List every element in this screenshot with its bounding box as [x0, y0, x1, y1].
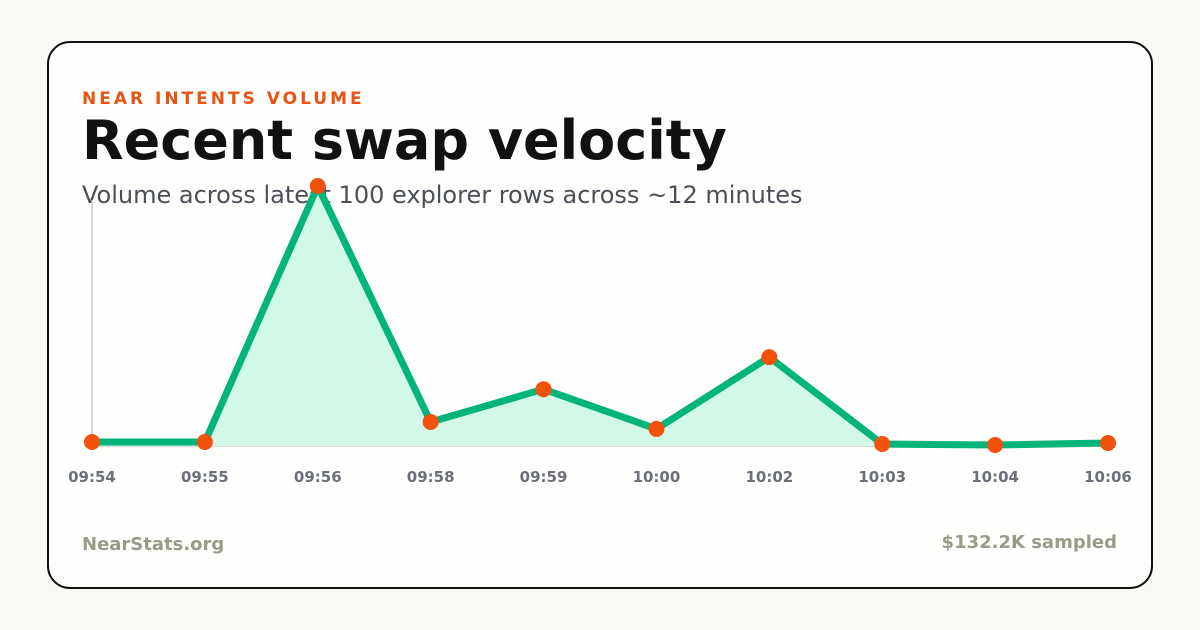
point — [535, 381, 552, 398]
card — [47, 41, 1153, 589]
point — [648, 420, 665, 437]
x-tick-label: 09:54 — [68, 468, 116, 486]
x-tick-label: 09:55 — [181, 468, 229, 486]
x-tick-label: 09:56 — [294, 468, 342, 486]
point — [309, 178, 326, 194]
point — [874, 436, 891, 453]
x-tick-label: 09:59 — [520, 468, 568, 486]
point — [761, 349, 778, 366]
point — [84, 433, 100, 450]
x-tick-label: 10:00 — [633, 468, 681, 486]
point — [987, 436, 1004, 453]
x-tick-label: 10:03 — [858, 468, 906, 486]
line — [88, 182, 1112, 449]
total-label: $132.2K sampled — [942, 532, 1117, 553]
x-tick-label: 10:04 — [971, 468, 1019, 486]
eyebrow: NEAR INTENTS VOLUME — [82, 89, 365, 109]
point — [196, 433, 213, 450]
chart-subtitle: Volume across latest 100 explorer rows a… — [82, 181, 803, 209]
point — [1100, 435, 1116, 452]
plot: 09:54 09:55 09:56 09:58 09:59 10:00 10:02 10:03… — [68, 178, 1132, 486]
point — [422, 413, 439, 430]
site-label: NearStats.org — [82, 534, 224, 555]
x-tick-label: 10:06 — [1084, 468, 1132, 486]
chart-title: Recent swap velocity — [82, 109, 727, 172]
x-tick-label: 09:58 — [407, 468, 455, 486]
x-tick-label: 10:02 — [745, 468, 793, 486]
